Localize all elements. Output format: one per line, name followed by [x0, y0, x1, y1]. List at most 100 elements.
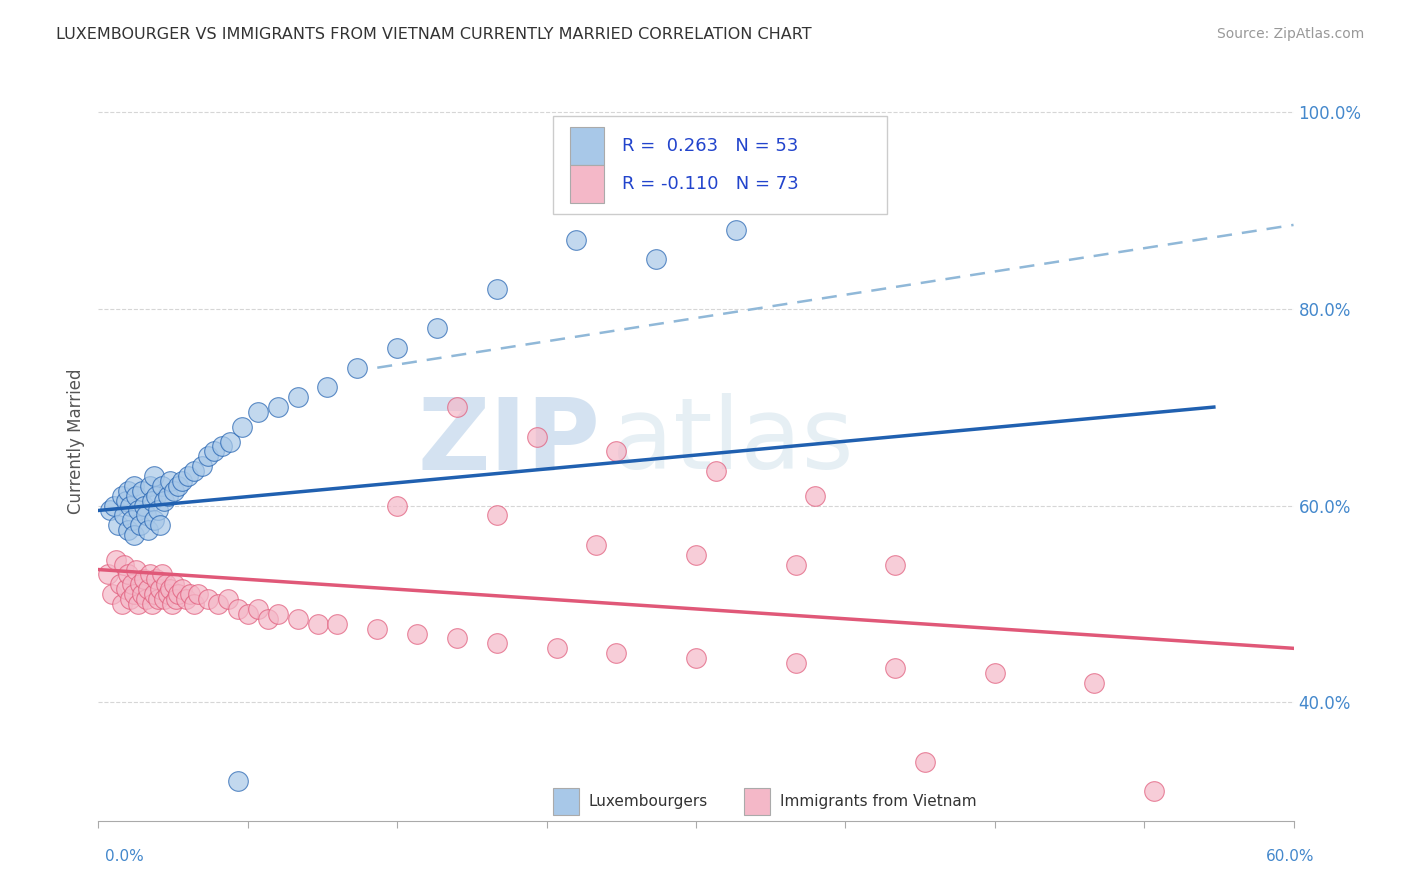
Point	[804, 489, 827, 503]
FancyBboxPatch shape	[553, 115, 887, 214]
Text: Source: ZipAtlas.com: Source: ZipAtlas.com	[1216, 27, 1364, 41]
Point	[136, 582, 159, 597]
Text: R =  0.263   N = 53: R = 0.263 N = 53	[621, 136, 799, 155]
Point	[316, 380, 339, 394]
Text: atlas: atlas	[613, 393, 853, 490]
Point	[485, 508, 508, 523]
Point	[326, 616, 349, 631]
Point	[159, 582, 181, 597]
Point	[125, 489, 148, 503]
Point	[165, 592, 187, 607]
Point	[124, 528, 146, 542]
Point	[179, 587, 201, 601]
Point	[202, 444, 225, 458]
FancyBboxPatch shape	[571, 165, 605, 202]
Text: R = -0.110   N = 73: R = -0.110 N = 73	[621, 175, 799, 193]
Point	[984, 665, 1007, 680]
Point	[131, 483, 153, 498]
Point	[167, 479, 190, 493]
Point	[167, 587, 190, 601]
Point	[246, 405, 269, 419]
Point	[157, 587, 180, 601]
Point	[183, 464, 205, 478]
Point	[174, 592, 197, 607]
Point	[217, 592, 239, 607]
Point	[704, 464, 727, 478]
Point	[149, 582, 172, 597]
Point	[385, 499, 409, 513]
Point	[110, 577, 132, 591]
Point	[153, 592, 176, 607]
Point	[267, 400, 290, 414]
Point	[197, 592, 219, 607]
Point	[103, 499, 125, 513]
Point	[160, 597, 183, 611]
Point	[219, 434, 242, 449]
Point	[129, 577, 152, 591]
Point	[183, 597, 205, 611]
Text: LUXEMBOURGER VS IMMIGRANTS FROM VIETNAM CURRENTLY MARRIED CORRELATION CHART: LUXEMBOURGER VS IMMIGRANTS FROM VIETNAM …	[56, 27, 811, 42]
Point	[1083, 675, 1105, 690]
Point	[645, 252, 668, 267]
Point	[526, 429, 548, 443]
Point	[145, 573, 167, 587]
Point	[129, 518, 152, 533]
Point	[131, 587, 153, 601]
Point	[385, 341, 409, 355]
Point	[287, 390, 309, 404]
Point	[172, 582, 194, 597]
Point	[141, 597, 163, 611]
Point	[143, 513, 166, 527]
Point	[226, 774, 249, 789]
Point	[155, 577, 177, 591]
Point	[172, 474, 194, 488]
FancyBboxPatch shape	[553, 788, 579, 815]
Point	[101, 587, 124, 601]
Point	[136, 523, 159, 537]
Point	[546, 641, 568, 656]
Point	[287, 612, 309, 626]
Point	[565, 233, 588, 247]
Point	[111, 597, 134, 611]
Point	[117, 483, 139, 498]
Point	[97, 567, 120, 582]
Point	[884, 558, 907, 572]
Point	[107, 518, 129, 533]
Point	[307, 616, 329, 631]
Point	[246, 602, 269, 616]
Point	[226, 602, 249, 616]
Point	[267, 607, 290, 621]
Point	[117, 567, 139, 582]
Point	[446, 632, 468, 646]
Point	[207, 597, 229, 611]
Point	[159, 474, 181, 488]
Point	[785, 558, 807, 572]
Point	[111, 489, 134, 503]
Point	[120, 499, 142, 513]
Point	[724, 223, 747, 237]
Point	[115, 582, 138, 597]
Point	[105, 552, 128, 566]
Point	[127, 503, 149, 517]
Point	[884, 661, 907, 675]
Point	[112, 558, 135, 572]
Point	[143, 587, 166, 601]
Point	[134, 573, 156, 587]
Point	[187, 587, 209, 601]
Point	[914, 755, 936, 769]
FancyBboxPatch shape	[571, 127, 605, 165]
Point	[153, 493, 176, 508]
Point	[124, 587, 146, 601]
Point	[117, 523, 139, 537]
Point	[346, 360, 368, 375]
Point	[124, 479, 146, 493]
Point	[145, 489, 167, 503]
Point	[605, 646, 627, 660]
Point	[236, 607, 259, 621]
Point	[112, 508, 135, 523]
Point	[177, 469, 200, 483]
Point	[163, 577, 186, 591]
Point	[127, 597, 149, 611]
Text: ZIP: ZIP	[418, 393, 600, 490]
Point	[231, 419, 253, 434]
